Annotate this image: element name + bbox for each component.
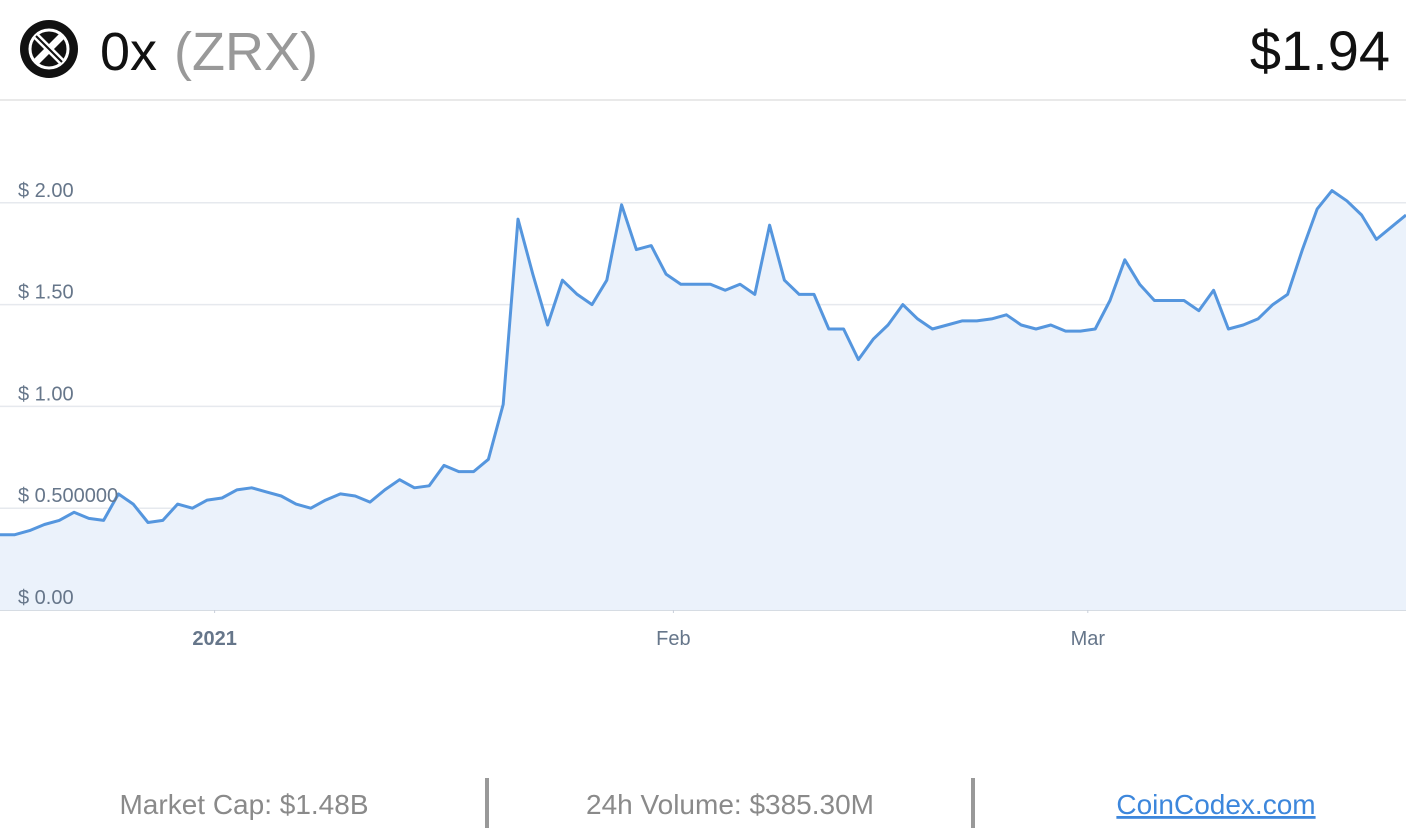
coin-name: 0x bbox=[100, 22, 157, 82]
plot: $ 0.00 $ 0.500000 $ 1.00 $ 1.50 $ 2.00 2021 Fe… bbox=[0, 180, 1406, 650]
y-tick-label: $ 0.00 bbox=[18, 587, 74, 609]
area bbox=[0, 190, 1406, 610]
x-tick-label: Feb bbox=[656, 628, 690, 650]
volume: 24h Volume: $385.30M bbox=[586, 789, 874, 820]
coin-ticker: (ZRX) bbox=[174, 22, 318, 82]
price: $1.94 bbox=[1250, 19, 1390, 82]
price-line bbox=[0, 189, 1406, 537]
logo bbox=[20, 20, 78, 78]
y-tick-label: $ 1.50 bbox=[18, 282, 74, 304]
y-tick-label: $ 1.00 bbox=[18, 383, 74, 405]
market-cap: Market Cap: $1.48B bbox=[119, 789, 368, 820]
coincodex-link[interactable]: CoinCodex.com bbox=[1116, 789, 1315, 820]
y-tick-label: $ 0.500000 bbox=[18, 485, 118, 507]
x-tick-label: 2021 bbox=[192, 628, 237, 650]
y-tick-label: $ 2.00 bbox=[18, 180, 74, 202]
x-tick-label: Mar bbox=[1071, 628, 1106, 650]
